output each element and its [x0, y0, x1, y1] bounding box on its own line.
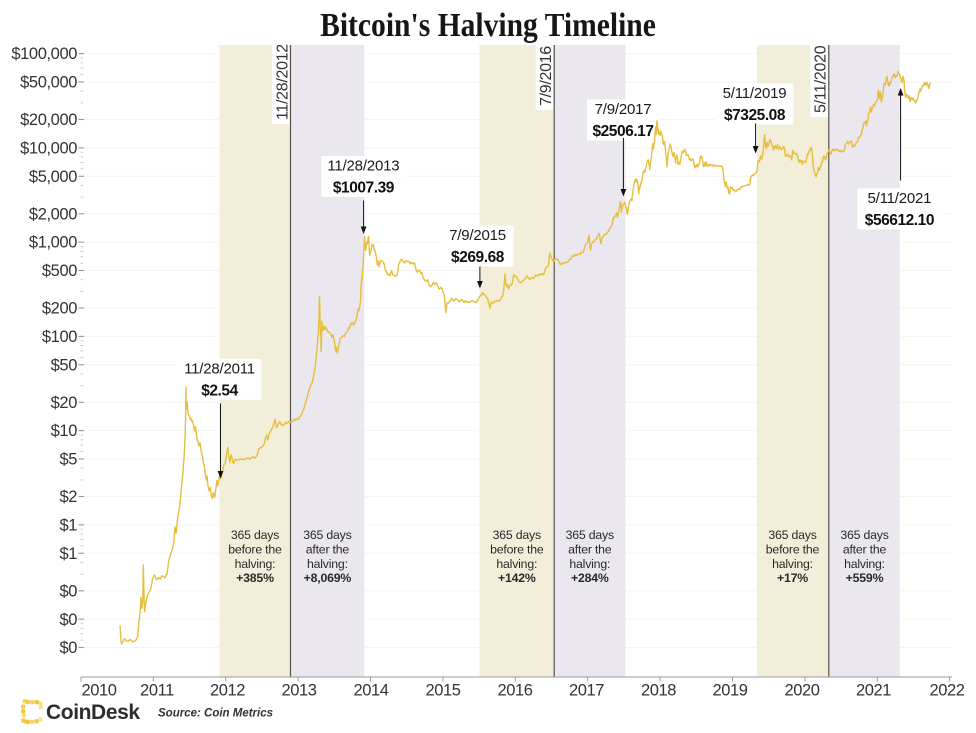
svg-text:$20: $20	[51, 394, 78, 412]
svg-text:$10: $10	[51, 422, 78, 440]
svg-text:11/28/2011: 11/28/2011	[184, 361, 255, 378]
svg-text:11/28/2013: 11/28/2013	[327, 158, 399, 175]
svg-text:$20,000: $20,000	[20, 111, 77, 129]
svg-text:$100,000: $100,000	[11, 45, 77, 63]
svg-text:$269.68: $269.68	[451, 249, 505, 266]
svg-text:5/11/2019: 5/11/2019	[723, 85, 787, 102]
svg-text:11/28/2012: 11/28/2012	[274, 44, 291, 120]
svg-text:$1,000: $1,000	[29, 234, 77, 252]
svg-text:2017: 2017	[569, 682, 604, 700]
svg-text:$2,000: $2,000	[29, 205, 77, 223]
svg-text:$200: $200	[42, 300, 77, 318]
svg-text:$2.54: $2.54	[201, 382, 238, 399]
svg-text:2021: 2021	[856, 682, 891, 700]
svg-text:$0: $0	[59, 639, 77, 657]
svg-text:2015: 2015	[425, 682, 460, 700]
svg-text:2014: 2014	[353, 682, 388, 700]
svg-text:$1: $1	[59, 545, 77, 563]
svg-text:$50: $50	[51, 356, 78, 374]
svg-text:7/9/2017: 7/9/2017	[595, 101, 652, 118]
svg-text:$5,000: $5,000	[29, 168, 77, 186]
svg-text:$56612.10: $56612.10	[865, 212, 934, 229]
svg-text:$5: $5	[59, 451, 77, 469]
svg-text:Bitcoin's Halving Timeline: Bitcoin's Halving Timeline	[320, 6, 656, 43]
svg-text:2012: 2012	[210, 682, 245, 700]
svg-text:$1007.39: $1007.39	[333, 179, 395, 196]
svg-text:2019: 2019	[712, 682, 747, 700]
svg-text:$10,000: $10,000	[20, 140, 77, 158]
svg-text:$1: $1	[59, 517, 77, 535]
svg-text:$7325.08: $7325.08	[724, 107, 786, 124]
svg-text:$500: $500	[42, 262, 77, 280]
svg-text:2022: 2022	[929, 682, 964, 700]
svg-text:$0: $0	[59, 611, 77, 629]
svg-text:2010: 2010	[81, 682, 116, 700]
svg-text:$50,000: $50,000	[20, 74, 77, 92]
svg-text:7/9/2015: 7/9/2015	[449, 227, 506, 244]
svg-text:5/11/2020: 5/11/2020	[813, 45, 830, 113]
svg-text:CoinDesk: CoinDesk	[46, 701, 140, 724]
svg-text:2018: 2018	[641, 682, 676, 700]
svg-text:2020: 2020	[784, 682, 819, 700]
svg-text:2013: 2013	[281, 682, 316, 700]
svg-text:2011: 2011	[140, 682, 174, 700]
svg-text:Source: Coin Metrics: Source: Coin Metrics	[158, 708, 273, 720]
svg-text:$100: $100	[42, 328, 77, 346]
svg-text:$2506.17: $2506.17	[592, 123, 653, 140]
svg-text:5/11/2021: 5/11/2021	[867, 190, 931, 207]
svg-text:2016: 2016	[497, 682, 532, 700]
svg-text:$2: $2	[59, 488, 77, 506]
svg-text:7/9/2016: 7/9/2016	[538, 46, 555, 106]
svg-text:$0: $0	[59, 582, 77, 600]
